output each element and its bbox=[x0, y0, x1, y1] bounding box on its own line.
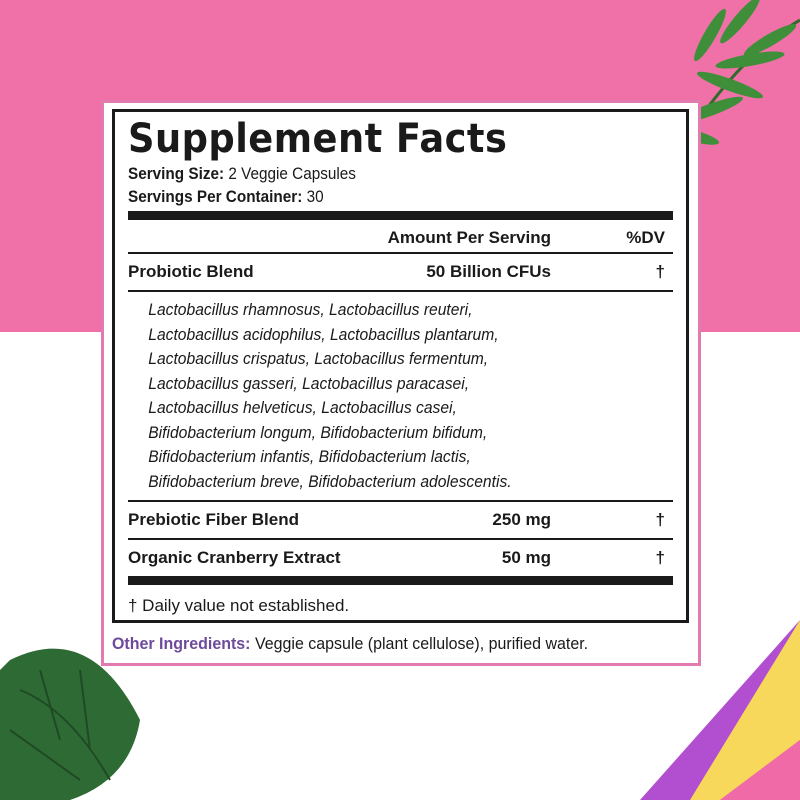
supplement-facts-card: Supplement Facts Serving Size: 2 Veggie … bbox=[101, 100, 701, 666]
row-name: Organic Cranberry Extract bbox=[128, 548, 341, 567]
strain-line: Bifidobacterium breve, Bifidobacterium a… bbox=[148, 471, 512, 491]
row-dv: † bbox=[655, 548, 665, 567]
row-name: Probiotic Blend bbox=[128, 262, 254, 281]
servings-per-container: Servings Per Container: 30 bbox=[128, 185, 619, 208]
strain-line: Bifidobacterium longum, Bifidobacterium … bbox=[148, 422, 488, 442]
strain-line: Lactobacillus gasseri, Lactobacillus par… bbox=[148, 373, 470, 393]
divider bbox=[128, 500, 673, 502]
divider bbox=[128, 290, 673, 292]
row-amount: 50 Billion CFUs bbox=[426, 262, 551, 281]
decorative-triangles bbox=[640, 620, 800, 800]
other-ingredients-value: Veggie capsule (plant cellulose), purifi… bbox=[254, 634, 589, 653]
table-row: Probiotic Blend 50 Billion CFUs † bbox=[128, 254, 673, 290]
table-row: Organic Cranberry Extract 50 mg † bbox=[128, 540, 673, 576]
header-amount: Amount Per Serving bbox=[387, 228, 551, 247]
row-amount: 250 mg bbox=[492, 510, 551, 529]
strain-line: Lactobacillus helveticus, Lactobacillus … bbox=[148, 398, 457, 417]
strain-line: Bifidobacterium infantis, Bifidobacteriu… bbox=[148, 447, 471, 466]
footnote: † Daily value not established. bbox=[128, 596, 350, 615]
divider bbox=[128, 538, 673, 540]
serving-size-value: 2 Veggie Capsules bbox=[228, 164, 356, 183]
other-ingredients-label: Other Ingredients: bbox=[112, 634, 251, 653]
row-amount: 50 mg bbox=[501, 548, 551, 567]
divider bbox=[128, 252, 673, 254]
other-ingredients: Other Ingredients: Veggie capsule (plant… bbox=[112, 634, 588, 654]
servings-per-container-label: Servings Per Container: bbox=[128, 187, 303, 206]
header-dv: %DV bbox=[626, 228, 665, 247]
monstera-leaf-icon bbox=[0, 648, 140, 800]
strain-line: Lactobacillus acidophilus, Lactobacillus… bbox=[148, 324, 499, 344]
row-name: Prebiotic Fiber Blend bbox=[128, 510, 299, 529]
strain-list: Lactobacillus rhamnosus, Lactobacillus r… bbox=[128, 292, 629, 500]
panel-title: Supplement Facts bbox=[128, 116, 508, 162]
strain-line: Lactobacillus crispatus, Lactobacillus f… bbox=[148, 349, 489, 368]
servings-per-container-value: 30 bbox=[306, 187, 324, 206]
serving-size: Serving Size: 2 Veggie Capsules bbox=[128, 162, 619, 185]
supplement-facts-panel: Supplement Facts Serving Size: 2 Veggie … bbox=[112, 109, 689, 623]
divider-thick bbox=[128, 576, 673, 585]
strain-line: Lactobacillus rhamnosus, Lactobacillus r… bbox=[148, 300, 473, 319]
serving-size-label: Serving Size: bbox=[128, 164, 225, 183]
row-dv: † bbox=[655, 262, 665, 281]
divider-thick bbox=[128, 211, 673, 220]
table-row: Prebiotic Fiber Blend 250 mg † bbox=[128, 502, 673, 538]
table-header: Amount Per Serving %DV bbox=[128, 220, 673, 252]
row-dv: † bbox=[655, 510, 665, 529]
